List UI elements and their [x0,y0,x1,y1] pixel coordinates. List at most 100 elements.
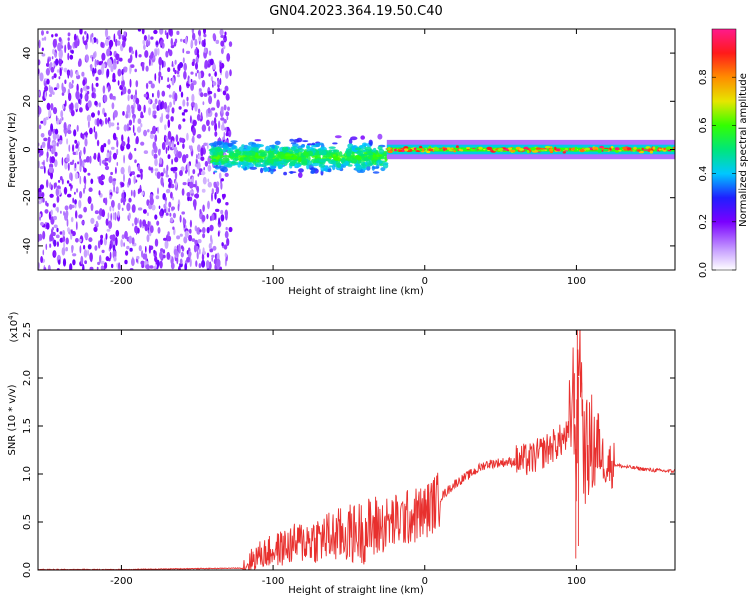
spectrogram-speckle [83,132,89,136]
spectrogram-speckle [83,187,85,194]
spectrogram-speckle [181,188,185,196]
spectrogram-speckle [44,209,49,214]
spectrogram-speckle [80,255,84,265]
spectrogram-speckle [229,69,232,77]
spectrogram-speckle [67,37,70,41]
spectrogram-speckle [146,234,150,243]
spectrogram-speckle [120,239,123,248]
spectrogram-narrow-cell [495,148,498,151]
snr-scale-open: (x10 [9,320,20,343]
spectrogram-speckle [220,106,224,114]
spectrogram-speckle [69,69,73,78]
spectrogram-speckle [54,128,59,135]
spectrogram-speckle [177,203,180,212]
spectrogram-speckle [200,92,204,98]
spectrogram-band-cell [340,158,346,164]
spectrogram-speckle [224,209,228,218]
spectrogram-speckle [143,44,146,50]
spectrogram-speckle [120,91,123,96]
spectrogram-speckle [103,143,107,148]
spectrogram-band-cell [251,150,256,156]
spectrogram-speckle [49,243,52,248]
spectrogram-speckle [189,258,192,267]
spectrogram-speckle [164,240,169,249]
spectrogram-speckle [184,263,188,270]
spectrogram-speckle [225,132,229,137]
spectrogram-speckle [134,68,137,73]
spectrogram-speckle [165,147,168,154]
spectrogram-narrow-cell [546,148,549,152]
spectrogram-band-cell [244,151,253,156]
spectrogram-speckle [154,134,158,142]
spectrogram-speckle [123,154,125,164]
spectrogram-speckle [127,88,131,95]
spectrogram-speckle [107,212,110,220]
colorbar-tick-label: 0.6 [698,117,709,133]
spectrogram-band-cell [310,169,316,174]
spectrogram-speckle [129,66,132,75]
spectrogram-narrow-cell [409,148,413,152]
spectrogram-narrow-cell [401,149,405,152]
spectrogram-narrow-cell [630,149,633,152]
spectrogram-speckle [104,39,110,46]
spectrogram-speckle [153,145,158,154]
spectrogram-speckle [75,210,78,219]
spectrogram-ylabel: Frequency (Hz) [7,112,18,188]
spectrogram-speckle [171,206,175,211]
spectrogram-speckle [153,265,156,270]
spectrogram-speckle [186,101,189,107]
spectrogram-speckle [166,32,169,40]
spectrogram-speckle [91,82,94,92]
spectrogram-speckle [55,58,59,66]
spectrogram-narrow-cell [549,148,553,152]
spectrogram-speckle [154,238,159,247]
spectrogram-speckle [128,46,132,53]
spectrogram-speckle [50,209,53,216]
spectrogram-band-cell [238,155,246,158]
spectrogram-speckle [124,259,128,265]
spectrogram-speckle [199,209,202,214]
spectrogram-band-cell [232,158,239,161]
spectrogram-speckle [203,29,206,35]
colorbar-gradient [712,29,736,270]
y-tick-label: -20 [22,190,33,206]
spectrogram-speckle [165,170,168,176]
spectrogram-speckle [45,68,51,76]
spectrogram-speckle [46,157,49,163]
spectrogram-narrow-cell [530,147,536,151]
spectrogram-band-cell [360,161,366,166]
spectrogram-speckle [85,156,90,163]
spectrogram-band-cell [222,155,231,158]
spectrogram-speckle [228,226,233,233]
spectrogram-speckle [147,220,150,228]
spectrogram-speckle [100,265,105,270]
spectrogram-band-cell [290,142,297,145]
spectrogram-speckle [95,82,99,87]
spectrogram-speckle [128,152,133,161]
spectrogram-speckle [93,152,97,160]
spectrogram-speckle [117,122,119,126]
spectrogram-speckle [155,195,160,200]
spectrogram-narrow-cell [403,148,409,152]
spectrogram-speckle [211,188,214,195]
spectrogram-speckle [94,58,97,68]
snr-scale-label: (x104) [7,311,20,342]
spectrogram-speckle [89,155,92,164]
spectrogram-speckle [172,212,176,219]
spectrogram-narrow-cell [652,146,656,150]
spectrogram-band-cell [289,171,294,174]
spectrogram-band-cell [265,145,271,152]
spectrogram-speckle [148,203,153,210]
spectrogram-speckle [43,159,45,168]
spectrogram-band-cell [293,163,302,168]
spectrogram-speckle [41,141,46,148]
spectrogram-speckle [174,38,178,44]
spectrogram-speckle [150,83,155,89]
spectrogram-speckle [207,63,211,68]
spectrogram-band-cell [369,141,373,146]
spectrogram-narrow-cell [460,149,464,152]
spectrogram-narrow-cell [610,146,614,149]
spectrogram-speckle [160,248,164,253]
spectrogram-speckle [181,112,185,116]
